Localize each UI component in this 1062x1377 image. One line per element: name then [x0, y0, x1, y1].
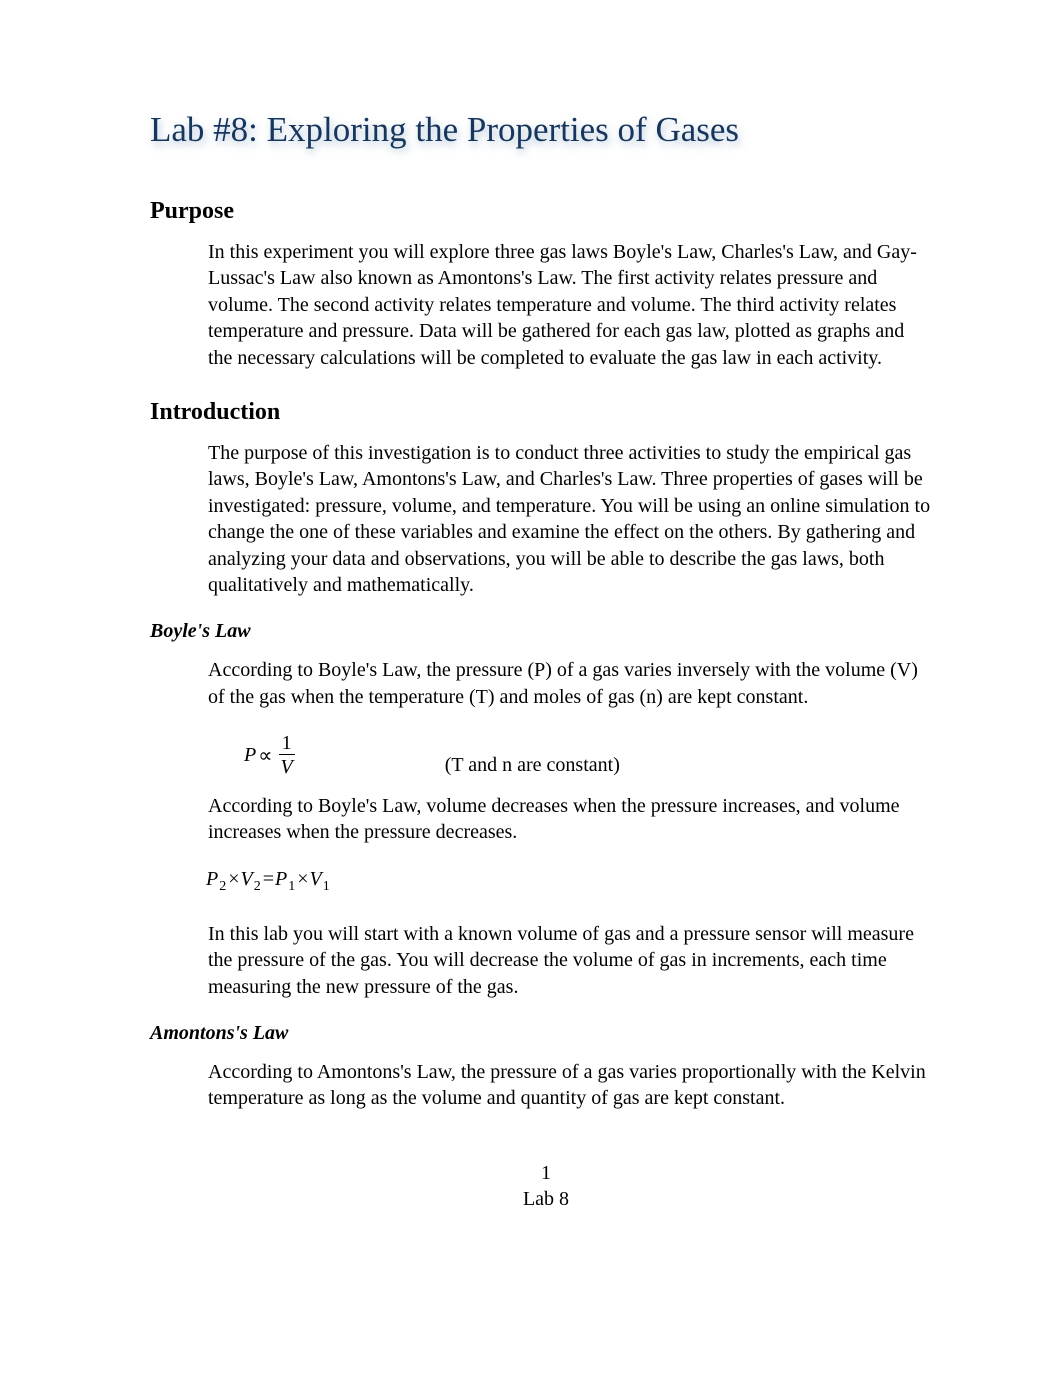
eq2-P2: P — [206, 868, 218, 890]
eq2-sub1b: 1 — [322, 879, 331, 894]
eq1-denominator: V — [279, 754, 295, 779]
boyle-heading: Boyle's Law — [150, 620, 942, 643]
page: Lab #8: Exploring the Properties of Gase… — [0, 0, 1062, 1272]
footer-lab-label: Lab 8 — [150, 1186, 942, 1212]
times-symbol: × — [228, 868, 239, 890]
eq2-V2: V — [241, 868, 253, 890]
intro-body: The purpose of this investigation is to … — [208, 440, 932, 598]
intro-paragraph: The purpose of this investigation is to … — [208, 440, 932, 598]
proportional-symbol: ∝ — [258, 743, 272, 768]
boyle-paragraph-3: In this lab you will start with a known … — [208, 921, 932, 1000]
eq1-fraction: 1 V — [279, 732, 295, 779]
boyle-paragraph-1: According to Boyle's Law, the pressure (… — [208, 657, 932, 710]
eq1-expression: P ∝ 1 V — [244, 732, 295, 779]
equals-symbol: = — [263, 868, 274, 890]
eq2-sub2a: 2 — [218, 879, 227, 894]
purpose-heading: Purpose — [150, 198, 942, 225]
eq2-V1: V — [310, 868, 322, 890]
purpose-paragraph: In this experiment you will explore thre… — [208, 239, 932, 371]
boyle-equation-1: P ∝ 1 V (T and n are constant) — [208, 732, 932, 779]
boyle-body: According to Boyle's Law, the pressure (… — [208, 657, 932, 1000]
amontons-heading: Amontons's Law — [150, 1022, 942, 1045]
purpose-body: In this experiment you will explore thre… — [208, 239, 932, 371]
amontons-body: According to Amontons's Law, the pressur… — [208, 1059, 932, 1112]
boyle-equation-2: P2×V2=P1×V1 — [206, 868, 932, 895]
times-symbol-2: × — [297, 868, 308, 890]
eq1-note: (T and n are constant) — [445, 754, 620, 779]
page-title: Lab #8: Exploring the Properties of Gase… — [150, 110, 942, 150]
page-footer: 1 Lab 8 — [150, 1160, 942, 1212]
amontons-paragraph-1: According to Amontons's Law, the pressur… — [208, 1059, 932, 1112]
eq1-lhs: P — [244, 744, 256, 767]
introduction-heading: Introduction — [150, 399, 942, 426]
eq2-sub1a: 1 — [287, 879, 296, 894]
eq2-P1: P — [275, 868, 287, 890]
footer-page-number: 1 — [150, 1160, 942, 1186]
boyle-paragraph-2: According to Boyle's Law, volume decreas… — [208, 793, 932, 846]
eq1-numerator: 1 — [282, 732, 292, 754]
eq2-sub2b: 2 — [253, 879, 262, 894]
